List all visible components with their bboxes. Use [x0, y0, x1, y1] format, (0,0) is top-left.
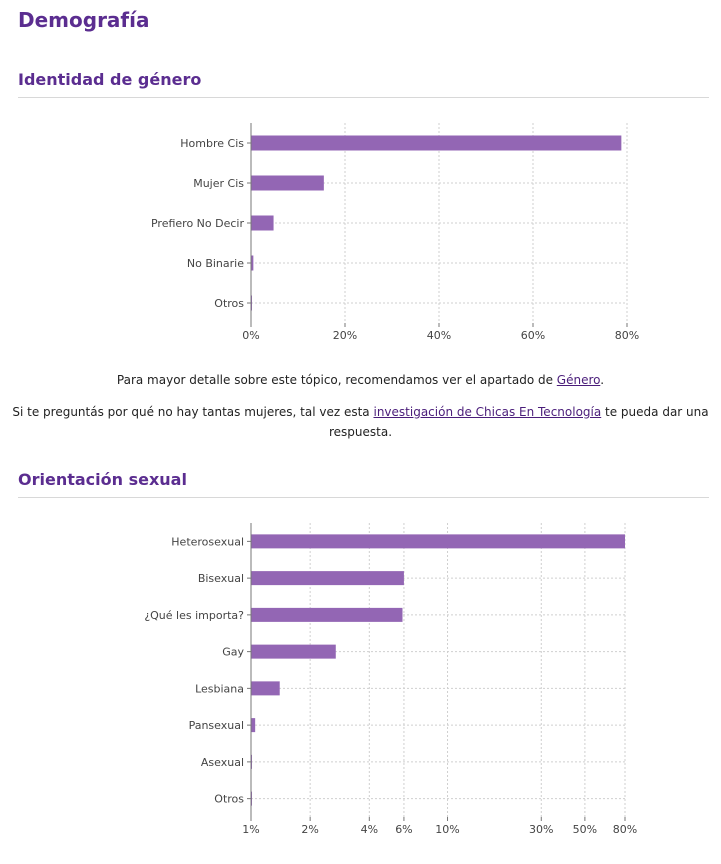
x-tick-label: 4% [361, 823, 378, 836]
category-label-gay: Gay [222, 646, 244, 659]
category-label-lesbiana: Lesbiana [195, 682, 244, 695]
gender-section-divider [18, 97, 709, 98]
chicas-en-tecnologia-link[interactable]: investigación de Chicas En Tecnología [373, 405, 602, 419]
category-label-hombre-cis: Hombre Cis [180, 137, 244, 150]
x-tick-label: 0% [242, 329, 259, 342]
research-note-text: Si te preguntás por qué no hay tantas mu… [12, 405, 374, 419]
category-label-no-binarie: No Binarie [187, 257, 244, 270]
category-label-mujer-cis: Mujer Cis [193, 177, 244, 190]
page-title: Demografía [18, 8, 150, 32]
x-tick-label: 1% [242, 823, 259, 836]
research-note-end: te pueda dar una respuesta. [328, 405, 709, 439]
gender-detail-note: Para mayor detalle sobre este tópico, re… [10, 370, 711, 390]
bar-que-les-importa [251, 607, 403, 622]
bar-no-binarie [251, 255, 254, 271]
x-tick-label: 60% [521, 329, 545, 342]
x-tick-label: 20% [333, 329, 357, 342]
bar-gay [251, 644, 336, 659]
bar-lesbiana [251, 681, 280, 696]
x-tick-label: 2% [301, 823, 318, 836]
category-label-heterosexual: Heterosexual [171, 535, 244, 548]
bar-bisexual [251, 571, 404, 586]
category-label-otros: Otros [214, 297, 244, 310]
genero-link[interactable]: Género [556, 373, 601, 387]
category-label-que-les-importa: ¿Qué les importa? [144, 609, 244, 622]
category-label-bisexual: Bisexual [198, 572, 244, 585]
x-tick-label: 50% [573, 823, 597, 836]
x-tick-label: 30% [529, 823, 553, 836]
category-label-prefiero-no-decir: Prefiero No Decir [151, 217, 244, 230]
orientation-section-title: Orientación sexual [18, 470, 187, 489]
bar-prefiero-no-decir [251, 215, 274, 231]
bar-hombre-cis [251, 135, 622, 151]
x-tick-label: 6% [395, 823, 412, 836]
bar-mujer-cis [251, 175, 324, 191]
x-tick-label: 80% [613, 823, 637, 836]
bar-pansexual [251, 718, 256, 733]
x-tick-label: 10% [435, 823, 459, 836]
x-tick-label: 80% [615, 329, 639, 342]
bar-heterosexual [251, 534, 625, 549]
category-label-otros: Otros [214, 793, 244, 806]
gender-note-text: Para mayor detalle sobre este tópico, re… [116, 373, 557, 387]
gender-identity-chart: 0% 20% 40% 60% 80% Hombre Cis Mujer Cis Prefier… [151, 123, 639, 342]
orientation-section-divider [18, 497, 709, 498]
x-tick-label: 40% [427, 329, 451, 342]
gender-section-title: Identidad de género [18, 70, 202, 89]
gender-note-end: . [600, 373, 605, 387]
category-label-asexual: Asexual [201, 756, 244, 769]
category-label-pansexual: Pansexual [189, 719, 244, 732]
research-note: Si te preguntás por qué no hay tantas mu… [10, 402, 711, 442]
sexual-orientation-chart: 1% 2% 4% 6% 10% 30% 50% 80% Heterosexual Bisexual… [144, 523, 637, 836]
